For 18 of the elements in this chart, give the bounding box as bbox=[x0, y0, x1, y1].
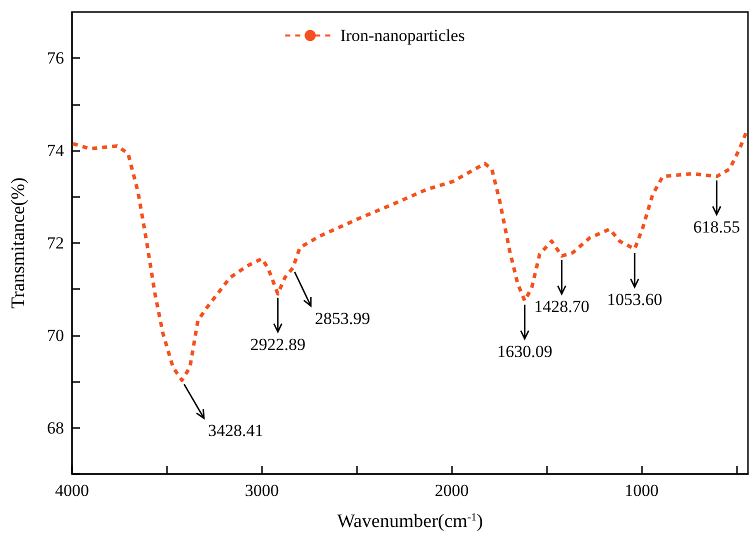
y-tick-label: 68 bbox=[47, 418, 64, 438]
y-tick-label: 72 bbox=[47, 234, 64, 252]
x-tick-label: 2000 bbox=[434, 481, 469, 500]
annotation: 1053.60 bbox=[607, 290, 662, 310]
annotation: 3428.41 bbox=[208, 421, 264, 440]
annotation: 2853.99 bbox=[314, 308, 370, 328]
y-axis-title: Transmitance(%) bbox=[8, 177, 29, 309]
x-tick-label: 1000 bbox=[624, 481, 659, 500]
legend-label: Iron-nanoparticles bbox=[340, 26, 465, 45]
annotation: 2922.89 bbox=[250, 334, 306, 354]
annotation: 1428.70 bbox=[534, 296, 590, 316]
x-tick-label: 3000 bbox=[244, 481, 279, 500]
y-tick-label: 76 bbox=[47, 48, 64, 68]
y-tick-label: 70 bbox=[47, 326, 64, 345]
x-tick-label: 4000 bbox=[55, 481, 89, 500]
y-tick-label: 74 bbox=[47, 141, 64, 160]
annotation: 1630.09 bbox=[497, 342, 552, 361]
annotation: 618.55 bbox=[693, 217, 740, 236]
